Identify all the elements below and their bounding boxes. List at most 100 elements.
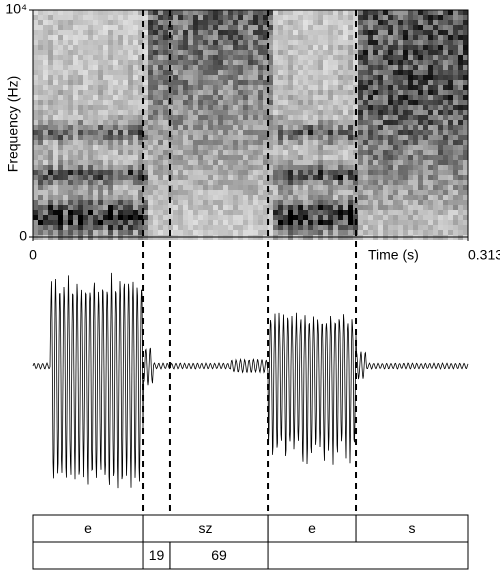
spectrogram-cell xyxy=(143,175,148,180)
spectrogram-cell xyxy=(358,100,363,105)
spectrogram-cell xyxy=(308,230,313,235)
spectrogram-cell xyxy=(318,60,323,65)
spectrogram-cell xyxy=(188,195,193,200)
spectrogram-cell xyxy=(58,190,63,195)
spectrogram-cell xyxy=(333,60,338,65)
spectrogram-cell xyxy=(423,110,428,115)
spectrogram-cell xyxy=(408,35,413,40)
spectrogram-cell xyxy=(303,215,308,220)
spectrogram-cell xyxy=(363,40,368,45)
spectrogram-cell xyxy=(53,105,58,110)
spectrogram-cell xyxy=(273,25,278,30)
spectrogram-cell xyxy=(213,140,218,145)
spectrogram-cell xyxy=(208,175,213,180)
spectrogram-cell xyxy=(178,35,183,40)
spectrogram-cell xyxy=(303,135,308,140)
spectrogram-cell xyxy=(153,50,158,55)
spectrogram-cell xyxy=(128,185,133,190)
spectrogram-cell xyxy=(193,90,198,95)
spectrogram-cell xyxy=(303,125,308,130)
spectrogram-cell xyxy=(158,155,163,160)
spectrogram-cell xyxy=(63,105,68,110)
spectrogram-cell xyxy=(248,65,253,70)
spectrogram-cell xyxy=(88,160,93,165)
spectrogram-cell xyxy=(178,160,183,165)
spectrogram-cell xyxy=(88,145,93,150)
spectrogram-cell xyxy=(98,75,103,80)
spectrogram-cell xyxy=(203,115,208,120)
spectrogram-cell xyxy=(448,45,453,50)
tier-frame xyxy=(32,514,469,543)
spectrogram-cell xyxy=(258,105,263,110)
spectrogram-cell xyxy=(103,230,108,235)
spectrogram-cell xyxy=(218,155,223,160)
spectrogram-cell xyxy=(68,135,73,140)
spectrogram-cell xyxy=(443,40,448,45)
spectrogram-cell xyxy=(458,185,463,190)
spectrogram-cell xyxy=(183,210,188,215)
spectrogram-cell xyxy=(253,55,258,60)
spectrogram-cell xyxy=(258,115,263,120)
spectrogram-cell xyxy=(193,135,198,140)
spectrogram-cell xyxy=(338,225,343,230)
spectrogram-cell xyxy=(238,20,243,25)
spectrogram-cell xyxy=(453,40,458,45)
spectrogram-cell xyxy=(178,190,183,195)
spectrogram-cell xyxy=(108,140,113,145)
spectrogram-cell xyxy=(313,85,318,90)
spectrogram-cell xyxy=(163,40,168,45)
spectrogram-cell xyxy=(438,110,443,115)
spectrogram-cell xyxy=(403,85,408,90)
spectrogram-cell xyxy=(383,75,388,80)
spectrogram-cell xyxy=(248,190,253,195)
spectrogram-cell xyxy=(98,110,103,115)
spectrogram-cell xyxy=(98,180,103,185)
spectrogram-cell xyxy=(33,140,38,145)
spectrogram-cell xyxy=(178,215,183,220)
spectrogram-cell xyxy=(308,80,313,85)
spectrogram-cell xyxy=(428,105,433,110)
spectrogram-cell xyxy=(88,180,93,185)
spectrogram-cell xyxy=(148,60,153,65)
spectrogram-cell xyxy=(358,190,363,195)
spectrogram-cell xyxy=(448,125,453,130)
spectrogram-cell xyxy=(333,25,338,30)
spectrogram-cell xyxy=(208,200,213,205)
spectrogram-cell xyxy=(158,110,163,115)
spectrogram-cell xyxy=(238,175,243,180)
spectrogram-cell xyxy=(458,60,463,65)
spectrogram-cell xyxy=(78,160,83,165)
spectrogram-cell xyxy=(168,105,173,110)
spectrogram-cell xyxy=(408,205,413,210)
spectrogram-cell xyxy=(68,70,73,75)
spectrogram-cell xyxy=(408,60,413,65)
spectrogram-cell xyxy=(313,20,318,25)
spectrogram-cell xyxy=(98,10,103,15)
spectrogram-cell xyxy=(388,215,393,220)
spectrogram-cell xyxy=(213,210,218,215)
spectrogram-cell xyxy=(203,50,208,55)
x-tick-label: 0 xyxy=(29,247,37,263)
spectrogram-cell xyxy=(303,65,308,70)
spectrogram-cell xyxy=(78,225,83,230)
spectrogram-cell xyxy=(143,180,148,185)
spectrogram-cell xyxy=(403,185,408,190)
spectrogram-cell xyxy=(258,70,263,75)
spectrogram-cell xyxy=(373,185,378,190)
spectrogram-cell xyxy=(403,105,408,110)
spectrogram-cell xyxy=(53,155,58,160)
spectrogram-cell xyxy=(303,160,308,165)
spectrogram-cell xyxy=(458,120,463,125)
spectrogram-cell xyxy=(388,115,393,120)
spectrogram-cell xyxy=(383,165,388,170)
spectrogram-cell xyxy=(398,100,403,105)
spectrogram-cell xyxy=(188,10,193,15)
spectrogram-cell xyxy=(148,130,153,135)
spectrogram-cell xyxy=(313,70,318,75)
spectrogram-cell xyxy=(108,185,113,190)
spectrogram-cell xyxy=(183,120,188,125)
spectrogram-cell xyxy=(373,140,378,145)
spectrogram-cell xyxy=(33,145,38,150)
spectrogram-cell xyxy=(368,195,373,200)
spectrogram-cell xyxy=(148,125,153,130)
